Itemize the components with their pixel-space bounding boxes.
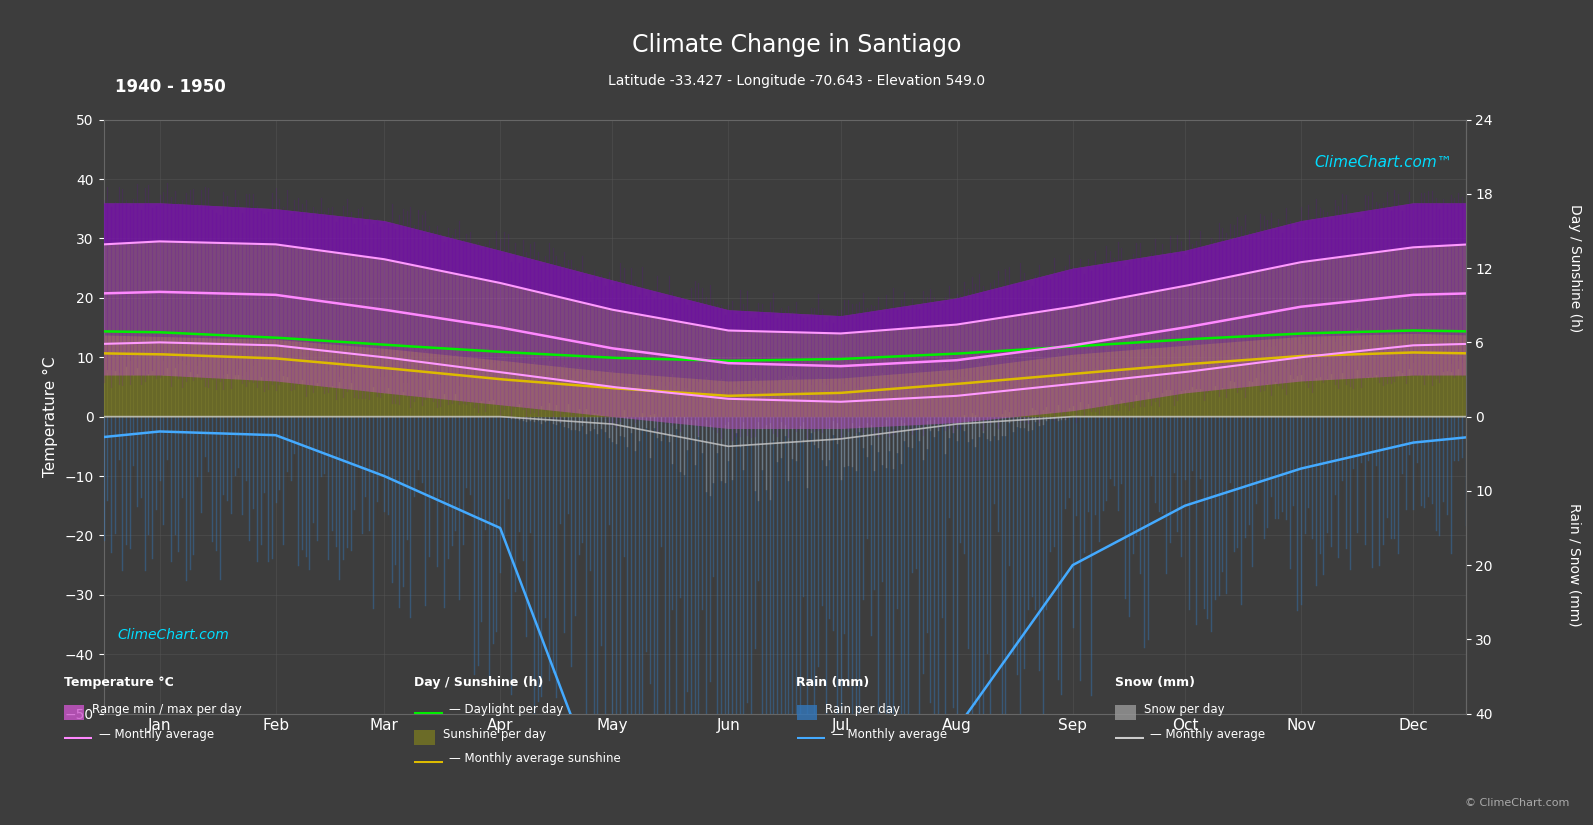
Text: Range min / max per day: Range min / max per day [92, 703, 242, 716]
Text: ClimeChart.com: ClimeChart.com [118, 629, 229, 643]
Text: Day / Sunshine (h): Day / Sunshine (h) [414, 676, 543, 689]
Text: — Monthly average sunshine: — Monthly average sunshine [449, 752, 621, 766]
Text: Sunshine per day: Sunshine per day [443, 728, 546, 741]
Text: Latitude -33.427 - Longitude -70.643 - Elevation 549.0: Latitude -33.427 - Longitude -70.643 - E… [609, 74, 984, 88]
Text: — Monthly average: — Monthly average [99, 728, 213, 741]
Text: Temperature °C: Temperature °C [64, 676, 174, 689]
Text: © ClimeChart.com: © ClimeChart.com [1464, 799, 1569, 808]
Text: Climate Change in Santiago: Climate Change in Santiago [632, 33, 961, 57]
Y-axis label: Temperature °C: Temperature °C [43, 356, 57, 477]
Text: Snow (mm): Snow (mm) [1115, 676, 1195, 689]
Text: 1940 - 1950: 1940 - 1950 [115, 78, 226, 97]
Text: — Monthly average: — Monthly average [832, 728, 946, 741]
Text: Rain per day: Rain per day [825, 703, 900, 716]
Text: Rain (mm): Rain (mm) [796, 676, 870, 689]
Text: — Monthly average: — Monthly average [1150, 728, 1265, 741]
Text: — Daylight per day: — Daylight per day [449, 703, 564, 716]
Text: Rain / Snow (mm): Rain / Snow (mm) [1568, 503, 1582, 627]
Text: Snow per day: Snow per day [1144, 703, 1225, 716]
Text: ClimeChart.com™: ClimeChart.com™ [1314, 155, 1451, 170]
Text: Day / Sunshine (h): Day / Sunshine (h) [1568, 204, 1582, 332]
